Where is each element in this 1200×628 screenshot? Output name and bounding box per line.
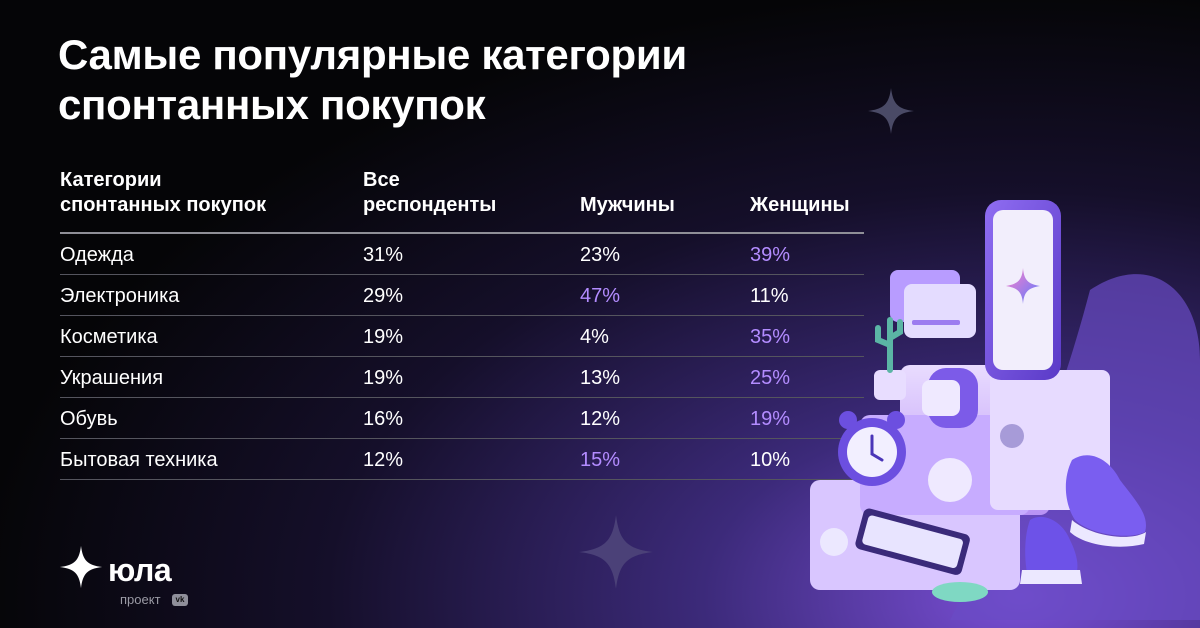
table-row: Электроника 29% 47% 11% xyxy=(60,275,864,316)
title-line-2: спонтанных покупок xyxy=(58,81,486,128)
women-cell: 25% xyxy=(750,367,791,389)
header-all-line-1: Все xyxy=(363,169,400,191)
category-cell: Украшения xyxy=(60,367,164,389)
shopping-illustration xyxy=(810,200,1200,620)
all-respondents-cell: 19% xyxy=(363,367,404,389)
men-cell: 4% xyxy=(580,326,609,348)
logo-name: юла xyxy=(108,552,172,588)
table-body: Одежда 31% 23% 39% Электроника 29% 47% 11% Косме… xyxy=(60,234,864,480)
women-cell: 11% xyxy=(750,285,789,307)
logo-subtitle: проект xyxy=(120,592,161,607)
table-row: Одежда 31% 23% 39% xyxy=(60,234,864,275)
yula-logo: юла проект vk xyxy=(58,542,198,612)
header-all-line-2: респонденты xyxy=(363,194,497,216)
header-category: Категории спонтанных покупок xyxy=(60,168,266,218)
category-cell: Обувь xyxy=(60,408,118,430)
women-cell: 39% xyxy=(750,244,791,266)
header-category-line-1: Категории xyxy=(60,169,162,191)
table-row: Обувь 16% 12% 19% xyxy=(60,398,864,439)
sparkle-icon xyxy=(579,515,653,589)
women-cell: 35% xyxy=(750,326,791,348)
table-row: Косметика 19% 4% 35% xyxy=(60,316,864,357)
all-respondents-cell: 31% xyxy=(363,244,404,266)
women-cell: 10% xyxy=(750,449,791,471)
title-line-1: Самые популярные категории xyxy=(58,31,687,78)
table-row: Украшения 19% 13% 25% xyxy=(60,357,864,398)
all-respondents-cell: 29% xyxy=(363,285,404,307)
table-row: Бытовая техника 12% 15% 10% xyxy=(60,439,864,480)
all-respondents-cell: 19% xyxy=(363,326,404,348)
men-cell: 23% xyxy=(580,244,621,266)
all-respondents-cell: 16% xyxy=(363,408,404,430)
men-cell: 13% xyxy=(580,367,621,389)
table-header: Категории спонтанных покупок Все респонд… xyxy=(60,166,864,234)
sparkle-icon xyxy=(868,88,914,134)
category-cell: Электроника xyxy=(60,285,180,307)
men-cell: 15% xyxy=(580,449,621,471)
header-men: Мужчины xyxy=(580,194,675,216)
header-all: Все респонденты xyxy=(363,168,496,218)
purchases-table: Категории спонтанных покупок Все респонд… xyxy=(60,166,864,480)
men-cell: 12% xyxy=(580,408,621,430)
category-cell: Косметика xyxy=(60,326,158,348)
all-respondents-cell: 12% xyxy=(363,449,404,471)
category-cell: Одежда xyxy=(60,244,134,266)
category-cell: Бытовая техника xyxy=(60,449,218,471)
men-cell: 47% xyxy=(580,285,621,307)
header-category-line-2: спонтанных покупок xyxy=(60,194,267,216)
page-title: Самые популярные категории спонтанных по… xyxy=(58,30,858,130)
vk-badge: vk xyxy=(172,594,188,606)
header-women: Женщины xyxy=(750,194,850,216)
women-cell: 19% xyxy=(750,408,791,430)
star-logo-icon xyxy=(59,545,103,589)
